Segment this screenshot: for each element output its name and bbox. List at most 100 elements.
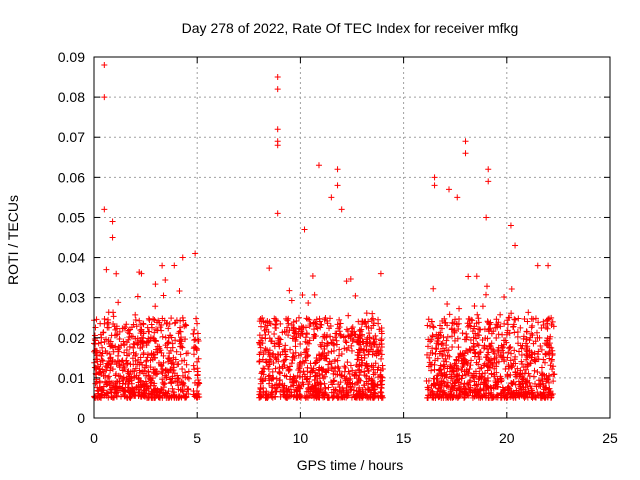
data-point [505, 349, 512, 356]
data-point [353, 387, 360, 394]
data-point [312, 320, 319, 327]
data-point [305, 340, 312, 347]
data-point [370, 320, 377, 327]
data-point [356, 332, 363, 339]
data-point [308, 385, 315, 392]
data-point [299, 291, 306, 298]
data-point [523, 336, 530, 343]
data-point [119, 380, 126, 387]
data-point [259, 334, 266, 341]
data-point [160, 292, 167, 299]
data-point [276, 369, 283, 376]
data-point [540, 318, 547, 325]
data-point [194, 358, 201, 365]
data-point [155, 394, 162, 401]
data-point [425, 377, 432, 384]
data-point [342, 364, 349, 371]
data-point [471, 349, 478, 356]
data-point [344, 359, 351, 366]
data-point [359, 331, 366, 338]
data-point [289, 356, 296, 363]
data-point-outlier [109, 218, 116, 225]
data-point [299, 331, 306, 338]
data-point [378, 373, 385, 380]
data-point [378, 341, 385, 348]
data-point [299, 358, 306, 365]
y-tick-label: 0.02 [58, 330, 85, 346]
data-point [126, 343, 133, 350]
data-point [177, 343, 184, 350]
data-point [470, 344, 477, 351]
data-point [477, 349, 484, 356]
data-point [324, 340, 331, 347]
data-point [288, 360, 295, 367]
data-point [304, 364, 311, 371]
data-point [466, 316, 473, 323]
data-point [365, 386, 372, 393]
data-point [440, 363, 447, 370]
data-point [350, 391, 357, 398]
data-point [100, 329, 107, 336]
data-point [132, 317, 139, 324]
data-point [132, 365, 139, 372]
data-point [330, 368, 337, 375]
data-point [435, 341, 442, 348]
data-point [131, 392, 138, 399]
data-point [161, 380, 168, 387]
data-point [290, 350, 297, 357]
data-point [268, 384, 275, 391]
data-point [325, 366, 332, 373]
data-point [440, 345, 447, 352]
data-point-outlier [103, 266, 110, 273]
data-point [543, 350, 550, 357]
data-point [110, 348, 117, 355]
data-point [508, 310, 515, 317]
data-point [270, 374, 277, 381]
data-point-outlier [545, 262, 552, 269]
data-point [345, 392, 352, 399]
data-point [331, 356, 338, 363]
data-point [289, 379, 296, 386]
data-point [497, 394, 504, 401]
data-point [451, 382, 458, 389]
data-point [320, 333, 327, 340]
data-point [148, 352, 155, 359]
data-point [190, 351, 197, 358]
data-point [444, 382, 451, 389]
data-point [122, 388, 129, 395]
data-point [286, 287, 293, 294]
data-point-outlier [485, 166, 492, 173]
data-point [474, 311, 481, 318]
data-point [536, 334, 543, 341]
data-point [373, 336, 380, 343]
data-point [288, 392, 295, 399]
data-point [455, 385, 462, 392]
data-point [486, 326, 493, 333]
data-point [270, 350, 277, 357]
data-point [154, 388, 161, 395]
data-point [516, 381, 523, 388]
data-point [455, 320, 462, 327]
data-point [124, 339, 131, 346]
data-point [438, 325, 445, 332]
data-point [258, 318, 265, 325]
data-point [523, 356, 530, 363]
data-point [454, 335, 461, 342]
data-point [303, 330, 310, 337]
points-layer [91, 62, 558, 401]
data-point [503, 339, 510, 346]
data-point [471, 382, 478, 389]
data-point [145, 315, 152, 322]
data-point [107, 354, 114, 361]
data-point [444, 322, 451, 329]
data-point [538, 393, 545, 400]
data-point [447, 363, 454, 370]
data-point [96, 394, 103, 401]
data-point [142, 364, 149, 371]
data-point-outlier [507, 222, 514, 229]
data-point [109, 342, 116, 349]
data-point [508, 286, 515, 293]
data-point [153, 346, 160, 353]
data-point [519, 380, 526, 387]
data-point [101, 315, 108, 322]
